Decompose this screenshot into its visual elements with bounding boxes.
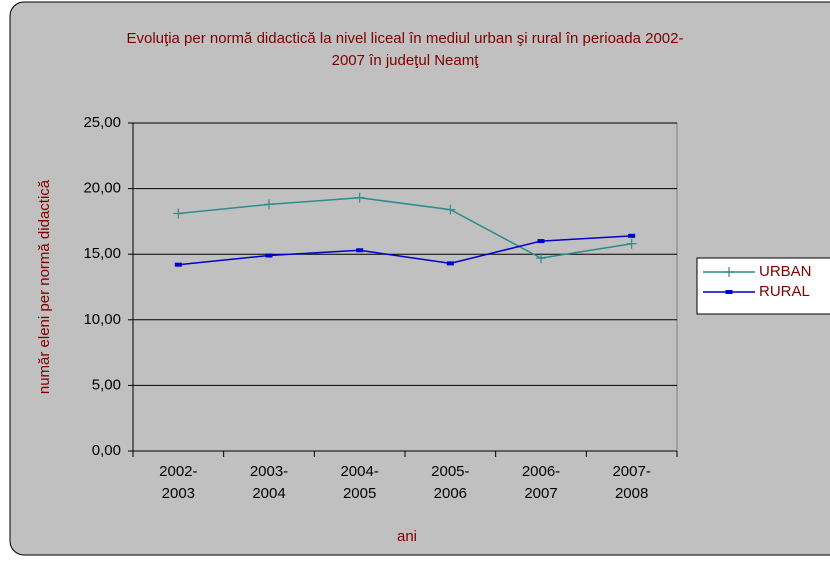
x-tick-label: 2002-2003	[159, 463, 198, 502]
data-point	[354, 192, 365, 203]
x-tick-label: 2005-2006	[431, 463, 470, 502]
x-tick-label: 2003-2004	[249, 463, 289, 502]
y-tick-label: 0,00	[92, 442, 121, 459]
y-tick-label: 10,00	[83, 311, 121, 328]
data-point	[537, 239, 545, 244]
x-tick-label: 2006-2007	[521, 463, 561, 502]
data-point	[356, 248, 364, 253]
legend-label: URBAN	[759, 263, 812, 280]
legend-label: RURAL	[759, 283, 810, 300]
data-point	[173, 208, 184, 219]
legend-marker	[725, 290, 733, 294]
data-point	[445, 204, 456, 215]
series-line	[178, 197, 632, 259]
y-tick-label: 5,00	[92, 376, 121, 393]
x-tick-label: 2007-2008	[612, 463, 651, 502]
legend-box	[696, 257, 830, 315]
data-point	[264, 199, 274, 210]
y-tick-label: 20,00	[83, 180, 121, 197]
data-point	[536, 253, 546, 264]
data-point	[446, 261, 454, 266]
y-axis-label: număr eleni per normă didactică	[36, 179, 53, 394]
data-point	[174, 262, 182, 267]
series-line	[178, 235, 632, 266]
x-tick-label: 2004-2005	[340, 463, 379, 502]
plot-area	[132, 122, 678, 452]
y-tick-label: 15,00	[83, 245, 121, 262]
legend-marker	[724, 267, 734, 277]
y-tick-label: 25,00	[83, 114, 121, 131]
data-point	[265, 253, 273, 258]
data-point	[626, 238, 637, 249]
x-axis-label: ani	[397, 528, 417, 545]
data-point	[628, 233, 636, 238]
chart-title: Evoluţia per normă didactică la nivel li…	[126, 30, 684, 69]
